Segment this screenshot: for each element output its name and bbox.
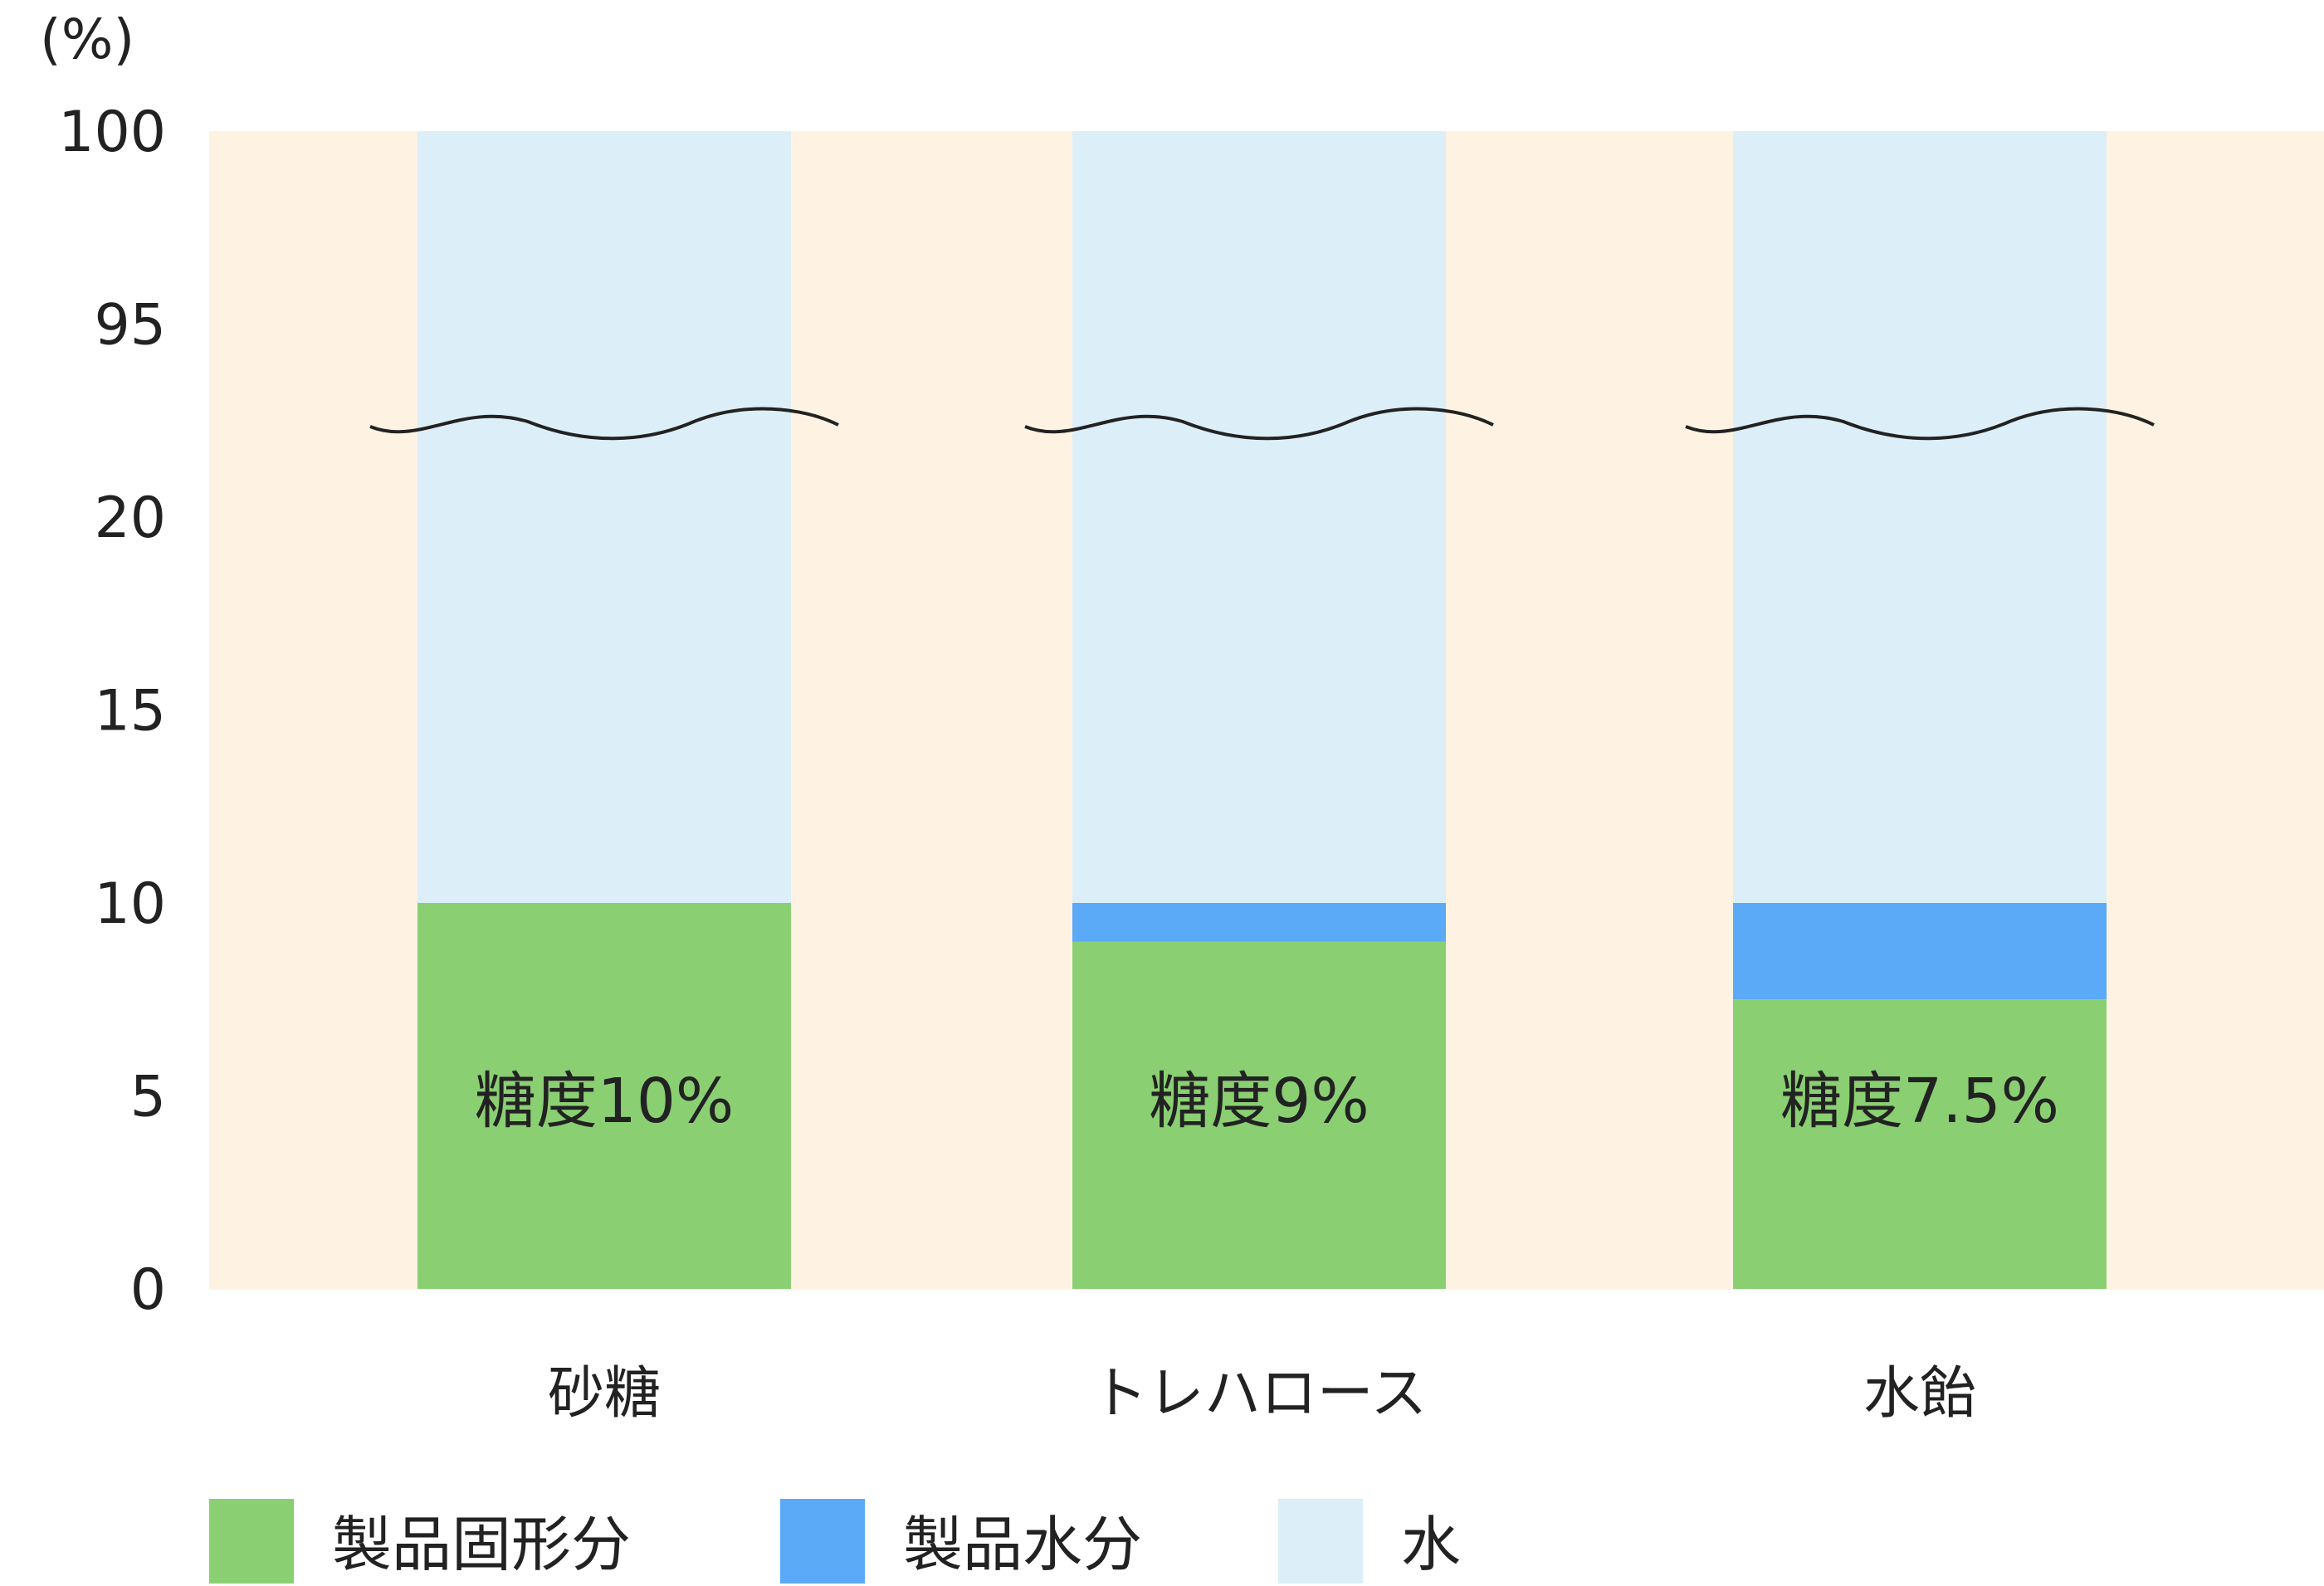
data-labels: 糖度10% 糖度9% 糖度7.5%	[475, 1066, 2059, 1137]
y-axis-unit: (%)	[40, 7, 134, 71]
bar-segment-0-1	[1072, 941, 1446, 1289]
category-label: トレハロース	[1091, 1361, 1428, 1427]
category-label: 砂糖	[548, 1361, 661, 1427]
y-tick-label: 15	[94, 679, 166, 744]
y-tick-label: 5	[130, 1065, 166, 1130]
y-tick-label: 20	[94, 486, 166, 551]
y-tick-label: 100	[58, 100, 166, 165]
legend-swatch	[1278, 1499, 1363, 1584]
legend-swatch	[209, 1499, 294, 1584]
y-tick-label: 10	[94, 871, 166, 937]
axis-break-wave	[369, 407, 839, 441]
data-label: 糖度10%	[475, 1066, 734, 1137]
y-tick-label: 0	[130, 1257, 166, 1323]
bar-segment-2-0	[417, 131, 791, 903]
bar-segment-0-0	[417, 903, 791, 1289]
bar-segment-2-2	[1733, 131, 2107, 903]
y-axis-ticks: 0 5 10 15 20 95 100	[58, 100, 166, 1323]
bar-segment-1-1	[1072, 903, 1446, 942]
bar-segment-0-2	[1733, 999, 2107, 1289]
legend-label: 製品水分	[903, 1510, 1142, 1579]
data-label: 糖度9%	[1149, 1066, 1369, 1137]
x-axis-categories: 砂糖 トレハロース 水飴	[548, 1361, 1976, 1427]
category-label: 水飴	[1863, 1361, 1976, 1427]
axis-break-wave	[1685, 407, 2155, 441]
bar-segment-1-2	[1733, 903, 2107, 1000]
legend: 製品固形分 製品水分 水	[209, 1499, 1461, 1584]
axis-break-marks	[369, 407, 2155, 441]
y-tick-label: 95	[94, 293, 166, 359]
bar-segment-2-1	[1072, 131, 1446, 903]
legend-swatch	[780, 1499, 865, 1584]
axis-break-wave	[1024, 407, 1494, 441]
data-label: 糖度7.5%	[1780, 1066, 2059, 1137]
legend-label: 製品固形分	[332, 1510, 631, 1579]
legend-label: 水	[1401, 1510, 1461, 1579]
bars-group	[417, 131, 2107, 1289]
